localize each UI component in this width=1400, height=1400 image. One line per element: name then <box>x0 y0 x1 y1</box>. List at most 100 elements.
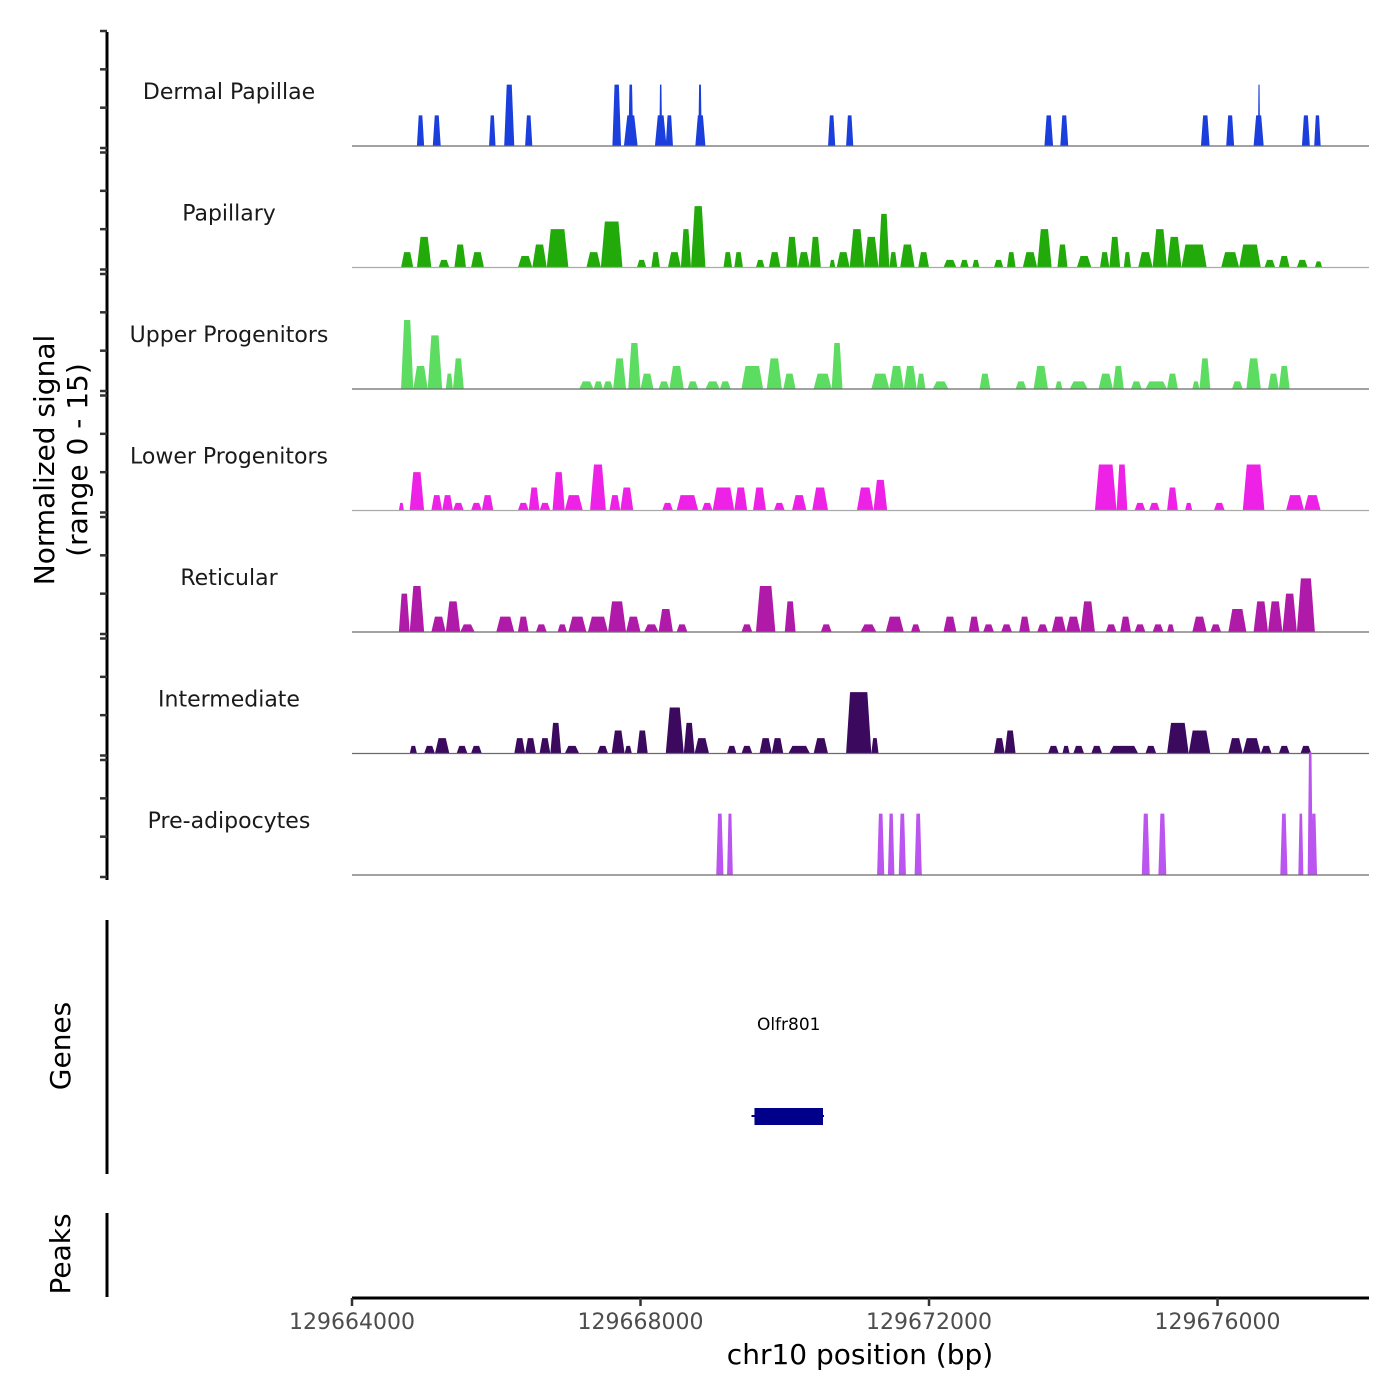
signal-peak <box>1098 373 1113 389</box>
signal-peak <box>1257 84 1261 146</box>
track-label: Pre-adipocytes <box>148 809 311 834</box>
signal-peak <box>860 624 877 632</box>
signal-peak <box>1048 745 1059 754</box>
signal-peak <box>755 259 765 268</box>
signal-peak <box>813 373 832 389</box>
signal-peak <box>813 738 829 754</box>
signal-peak <box>836 252 850 268</box>
signal-peak <box>878 213 890 268</box>
signal-peak <box>943 259 957 268</box>
signal-peak <box>550 722 562 754</box>
signal-peak <box>1019 616 1030 632</box>
signal-peak <box>504 84 515 146</box>
x-tick-label: 129672000 <box>866 1310 992 1335</box>
signal-peak <box>1109 236 1121 268</box>
track-reticular: Reticular <box>180 566 1369 633</box>
signal-peak <box>831 343 843 389</box>
track-papillary: Papillary <box>182 202 1369 269</box>
signal-peak <box>1152 624 1164 632</box>
signal-peak <box>579 381 594 389</box>
signal-peak <box>611 730 625 754</box>
signal-peak <box>1268 373 1279 389</box>
signal-peak <box>586 252 601 268</box>
signal-peak <box>546 229 569 268</box>
signal-peak <box>1134 502 1146 511</box>
peaks-label: Peaks <box>44 1213 77 1294</box>
signal-peak <box>1167 373 1178 389</box>
signal-peak <box>719 381 731 389</box>
signal-peak <box>1246 358 1261 389</box>
signal-peak <box>427 335 443 389</box>
signal-peak <box>1213 502 1225 511</box>
signal-peak <box>416 236 432 268</box>
signal-peak <box>1296 259 1308 268</box>
signal-peak <box>1051 616 1067 632</box>
genes-panel-title: Genes <box>44 1002 77 1090</box>
signal-peak <box>636 730 648 754</box>
signal-peak <box>489 115 496 146</box>
signal-peak <box>608 601 627 632</box>
signal-peak <box>1221 252 1240 268</box>
signal-peak <box>1192 381 1200 389</box>
signal-peak <box>1060 115 1069 146</box>
signal-peak <box>1158 813 1167 875</box>
signal-peak <box>471 502 482 511</box>
signal-peak <box>525 115 533 146</box>
signal-peak <box>431 495 443 511</box>
signal-peak <box>889 366 904 389</box>
signal-peak <box>517 256 533 268</box>
track-label: Dermal Papillae <box>143 80 315 105</box>
track-dermal-papillae: Dermal Papillae <box>143 80 1369 147</box>
signal-peak <box>741 366 764 389</box>
signal-peak <box>1134 624 1146 632</box>
signal-peak <box>705 381 720 389</box>
signal-peak <box>590 464 606 511</box>
x-axis-title: chr10 position (bp) <box>727 1338 993 1371</box>
track-label: Intermediate <box>158 688 300 713</box>
signal-peak <box>517 616 529 632</box>
signal-peak <box>603 381 614 389</box>
signal-peak <box>849 229 865 268</box>
signal-peak <box>766 358 782 389</box>
signal-peak <box>903 366 917 389</box>
signal-peak <box>871 373 890 389</box>
signal-peak <box>1130 381 1142 389</box>
signal-peak <box>401 320 414 389</box>
signal-peak <box>1062 745 1070 754</box>
signal-peak <box>432 115 441 146</box>
signal-peak <box>1210 624 1222 632</box>
signal-peak <box>734 252 743 268</box>
signal-peak <box>398 593 410 632</box>
signal-peak <box>1037 624 1049 632</box>
signal-peak <box>1094 464 1117 511</box>
signal-peak <box>1145 381 1168 389</box>
signal-peak <box>716 813 724 875</box>
signal-peak <box>773 502 785 511</box>
signal-peak <box>539 738 551 754</box>
genes-label: Genes <box>44 1002 77 1090</box>
signal-peak <box>1228 738 1243 754</box>
signal-peak <box>442 495 453 511</box>
signal-peak <box>413 366 428 389</box>
coverage-y-ticks <box>100 29 107 879</box>
signal-peak <box>1242 464 1265 511</box>
signal-peak <box>1296 578 1315 632</box>
signal-peak <box>1298 813 1304 875</box>
signal-peak <box>640 373 654 389</box>
signal-peak <box>887 813 895 875</box>
signal-peak <box>514 738 526 754</box>
signal-peak <box>409 586 425 632</box>
signal-peak <box>856 487 874 511</box>
signal-peak <box>680 229 691 268</box>
signal-peak <box>1226 115 1235 146</box>
signal-peak <box>454 244 466 268</box>
signal-peak <box>496 616 515 632</box>
x-tick-label: 129668000 <box>578 1310 704 1335</box>
signal-peak <box>445 601 461 632</box>
signal-peak <box>1314 261 1323 268</box>
signal-peak <box>1278 366 1290 389</box>
signal-peak <box>741 624 753 632</box>
signal-peak <box>943 616 957 632</box>
signal-peak <box>481 495 494 511</box>
